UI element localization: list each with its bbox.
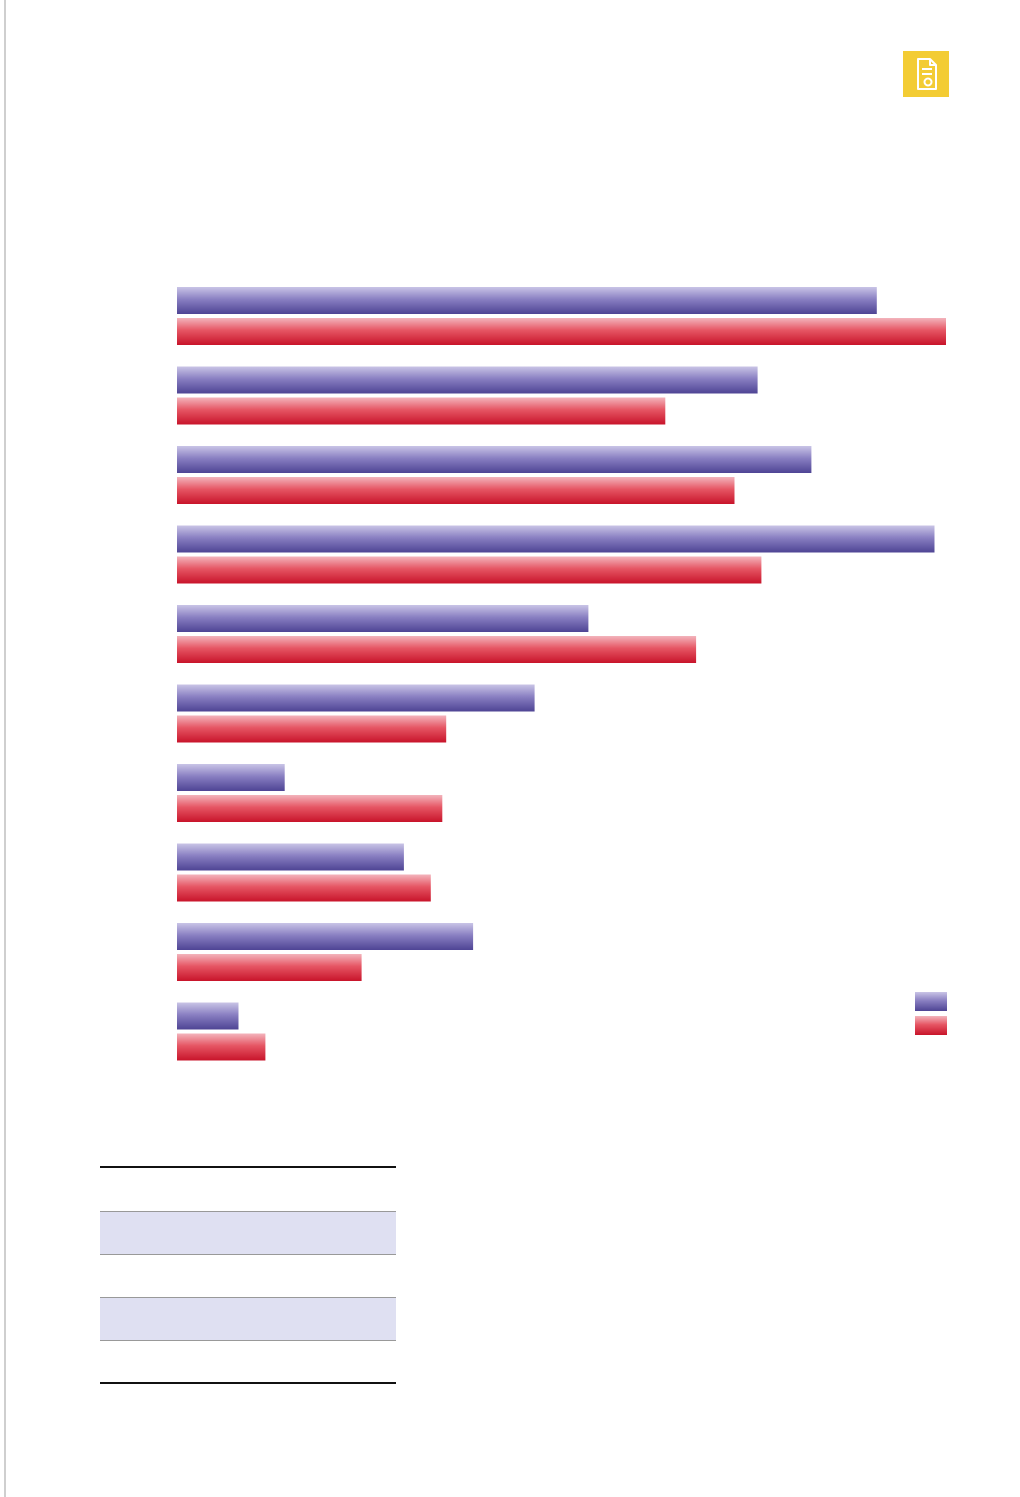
table-cell [311, 1340, 396, 1384]
legend-swatch-series-2 [915, 1016, 947, 1035]
table-row [100, 1297, 396, 1341]
table-cell [221, 1297, 311, 1341]
table-cell [221, 1211, 311, 1255]
bar-series-1-item-5 [177, 605, 589, 632]
bar-series-2-item-9 [177, 954, 362, 981]
table-header-row [100, 1166, 396, 1212]
data-table-container [100, 1166, 396, 1384]
bar-series-2-item-1 [177, 318, 946, 345]
table-header-cell [221, 1166, 311, 1212]
bar-series-2-item-4 [177, 556, 762, 584]
page-left-rule [4, 0, 6, 1497]
table-header-cell [311, 1166, 396, 1212]
bar-chart [177, 287, 947, 1061]
table-cell [221, 1254, 311, 1298]
bar-series-1-item-6 [177, 684, 535, 712]
table-row [100, 1340, 396, 1384]
table-cell [100, 1297, 221, 1341]
table-cell [311, 1211, 396, 1255]
table-cell [100, 1254, 221, 1298]
bar-series-1-item-4 [177, 525, 935, 553]
legend-swatch-series-1 [915, 992, 947, 1011]
bar-series-1-item-1 [177, 287, 877, 314]
table-cell [311, 1297, 396, 1341]
bar-series-2-item-3 [177, 477, 735, 504]
table-header-cell [100, 1166, 221, 1212]
bar-series-2-item-5 [177, 636, 697, 663]
bar-series-1-item-8 [177, 843, 404, 871]
bar-series-1-item-7 [177, 764, 285, 791]
document-badge [903, 51, 949, 97]
bar-series-2-item-10 [177, 1033, 266, 1061]
bars-group [177, 287, 946, 1061]
bar-series-2-item-2 [177, 397, 666, 425]
bar-series-1-item-10 [177, 1002, 239, 1030]
table-row [100, 1254, 396, 1298]
bar-series-1-item-3 [177, 446, 812, 473]
table-cell [311, 1254, 396, 1298]
bar-series-1-item-2 [177, 366, 758, 394]
data-table [100, 1166, 396, 1384]
table-cell [100, 1211, 221, 1255]
table-row [100, 1211, 396, 1255]
bar-series-2-item-6 [177, 715, 447, 743]
table-cell [221, 1340, 311, 1384]
bar-series-1-item-9 [177, 923, 474, 950]
table-cell [100, 1340, 221, 1384]
bar-series-2-item-8 [177, 874, 431, 902]
document-icon [917, 58, 937, 90]
legend [915, 992, 947, 1035]
bar-series-2-item-7 [177, 795, 443, 822]
